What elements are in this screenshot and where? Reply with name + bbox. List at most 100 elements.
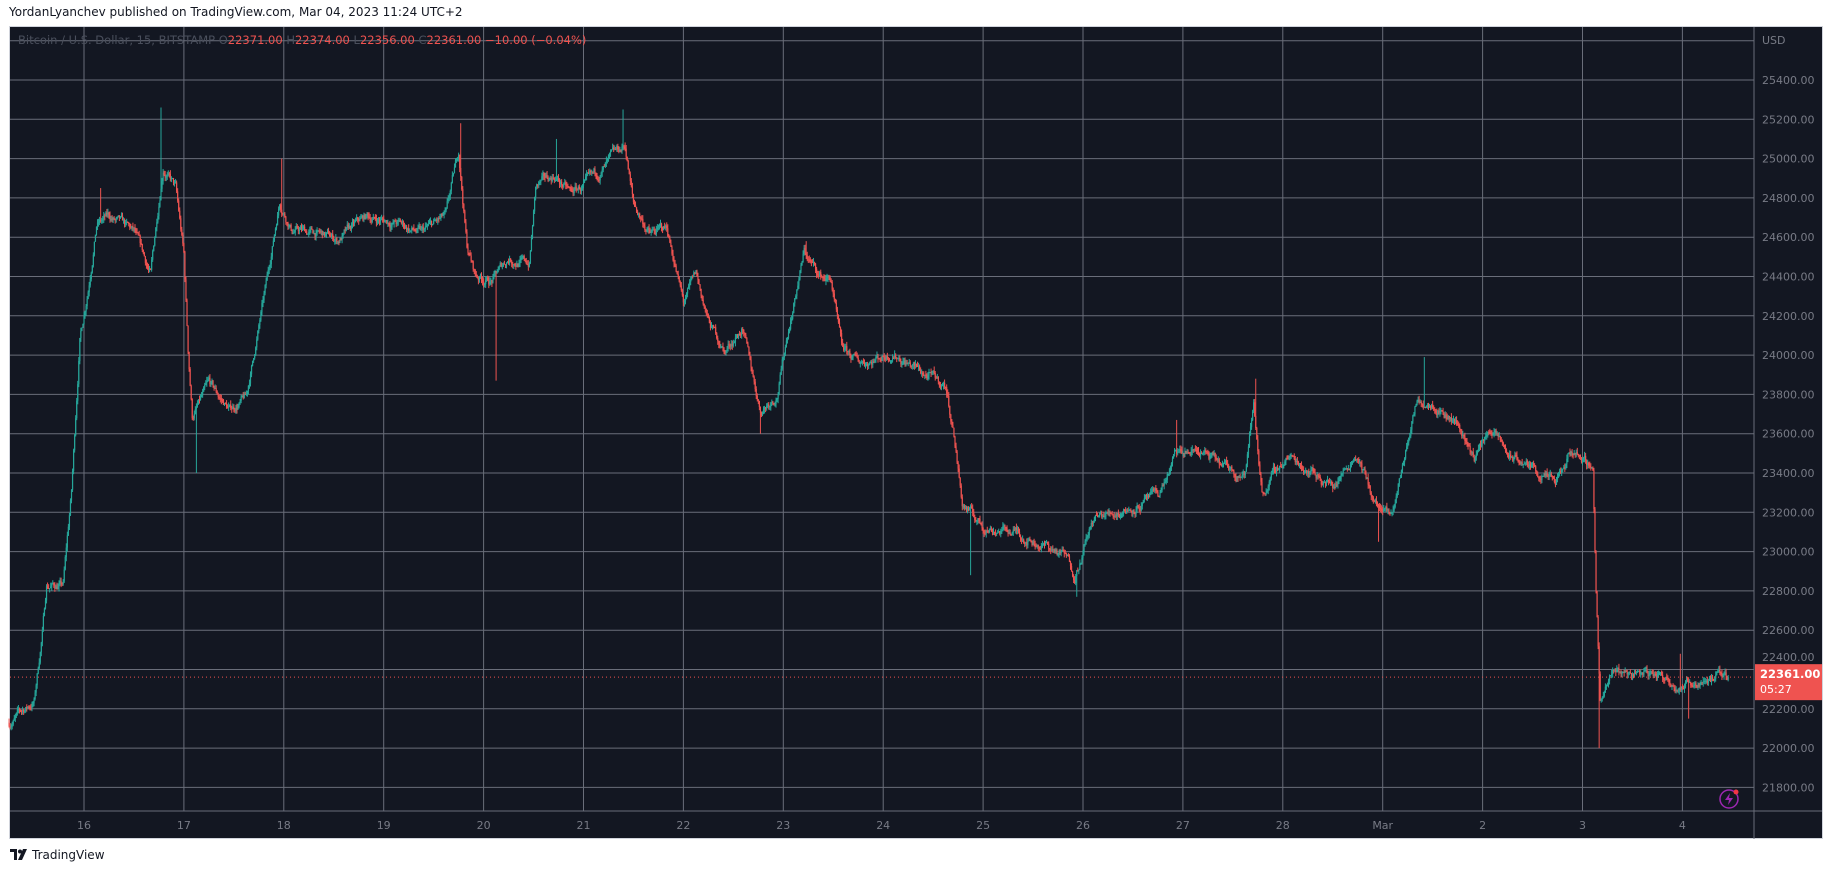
candle-body [1681,686,1683,688]
candle-body [321,230,323,236]
candle-body [214,387,216,389]
candle-body [767,404,769,406]
candle-body [324,234,327,236]
candle-body [802,254,804,262]
candle-body [1194,449,1196,451]
candle-body [352,221,355,224]
candle-body [789,321,792,330]
candle-body [916,365,919,367]
candle-body [1010,534,1012,536]
candle-body [670,242,672,247]
lightning-icon[interactable] [1719,789,1739,809]
candle-body [495,270,497,273]
candle-body [417,227,419,230]
candle-body [1323,482,1326,484]
candle-body [420,228,422,230]
candle-body [198,399,201,401]
candle-body [1543,473,1545,477]
candle-body [642,218,644,225]
candle-body [239,400,241,403]
candle-body [1725,672,1727,676]
candle-body [1645,669,1647,671]
candle-body [738,334,741,336]
candle-body [1042,543,1045,545]
candle-body [883,356,885,358]
candle-body [1215,457,1217,459]
candle-body [1210,454,1212,457]
candle-body [1276,467,1279,471]
candle-body [106,212,108,215]
candle-body [76,400,78,419]
candle-body [31,704,33,709]
candle-body [470,255,472,261]
candle-body [562,184,564,187]
candle-body [202,391,204,396]
candle-body [1553,478,1556,482]
candle-body [1475,454,1477,458]
candle-body [250,365,253,375]
candle-body [1469,445,1471,452]
chart-pane[interactable] [9,26,1823,839]
candle-body [1017,529,1020,532]
candle-body [1029,539,1031,541]
candle-body [363,215,365,220]
candle-body [1346,468,1348,470]
candle-body [1393,506,1395,510]
candle-body [1166,474,1168,480]
candle-body [973,512,975,518]
candle-body [778,383,780,395]
candle-body [127,221,129,223]
candle-body [411,227,413,231]
candle-body [219,398,221,400]
candle-body [1367,478,1369,485]
candle-body [343,229,345,233]
candle-body [1422,404,1424,408]
tradingview-logo-icon [10,849,27,860]
candle-body [476,276,478,278]
candle-body [1458,424,1460,426]
candle-body [146,265,149,269]
candle-body [138,234,140,236]
candle-body [371,219,373,222]
candle-body [709,322,712,329]
candle-body [153,245,155,252]
candle-body [785,340,788,347]
candle-body [178,200,180,211]
candle-body [842,342,844,346]
candle-body [91,265,93,273]
candle-body [1058,550,1060,554]
candle-body [751,367,753,374]
change-value: −10.00 (−0.04%) [485,33,587,47]
candle-body [744,332,746,335]
candle-body [1368,484,1370,486]
candle-body [520,257,522,261]
candle-body [1022,539,1024,541]
candle-body [698,279,700,285]
candle-body [1040,546,1042,549]
candle-body [686,288,689,294]
low-value: 22356.00 [359,33,415,47]
candle-body [19,709,22,711]
candle-body [1448,415,1450,419]
tradingview-logo[interactable]: TradingView [10,848,105,862]
candle-body [51,583,53,587]
candle-body [489,281,491,285]
candle-body [1261,481,1263,493]
candle-body [711,325,714,327]
candle-body [1275,467,1278,473]
tradingview-brand: TradingView [32,848,105,862]
candle-body [327,230,330,235]
candle-body [378,219,381,222]
candle-body [1270,473,1272,478]
symbol-title[interactable]: Bitcoin / U.S. Dollar, 15, BITSTAMP [18,33,216,47]
candle-body [122,219,125,221]
candle-body [52,583,54,585]
candle-body [24,711,26,713]
candle-body [1706,680,1708,683]
candle-body [712,325,715,328]
candle-body [1241,474,1243,477]
candle-body [1055,550,1057,552]
candle-body [1602,695,1604,698]
candle-body [1188,452,1190,454]
